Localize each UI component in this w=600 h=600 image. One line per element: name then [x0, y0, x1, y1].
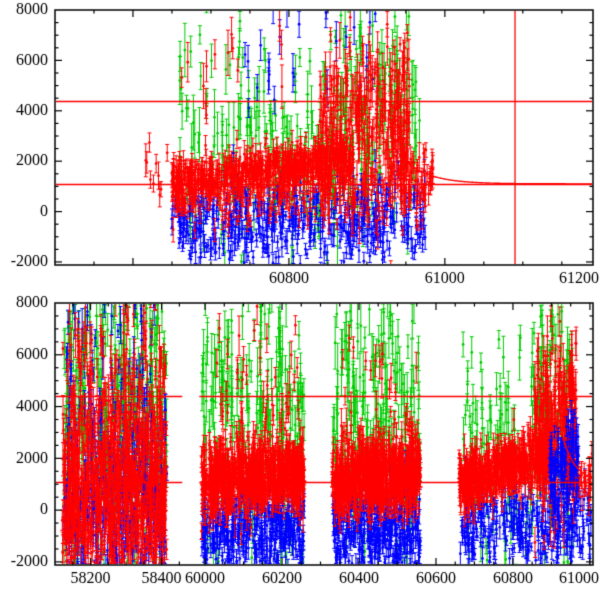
light-curve-figure: [0, 0, 600, 600]
light-curves-canvas: [0, 0, 600, 600]
